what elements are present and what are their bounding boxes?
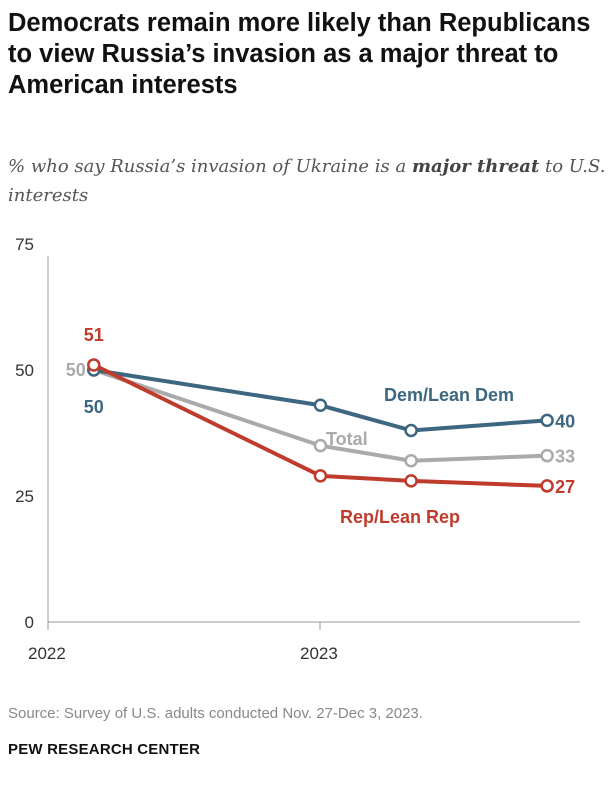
chart-subtitle: % who say Russia’s invasion of Ukraine i… (8, 152, 608, 210)
y-tick-label: 50 (15, 361, 34, 380)
x-tick-label: 2023 (300, 644, 338, 663)
data-label-first: 50 (84, 397, 104, 417)
data-point (87, 358, 101, 372)
data-label-last: 33 (555, 447, 575, 467)
y-tick-label: 75 (15, 235, 34, 254)
data-label-last: 27 (555, 477, 575, 497)
source-note: Source: Survey of U.S. adults conducted … (8, 705, 423, 722)
y-tick-label: 0 (25, 613, 34, 632)
data-point (540, 479, 554, 493)
series-label-rep: Rep/Lean Rep (340, 507, 460, 527)
series-line-1 (93, 368, 548, 463)
series-line-0 (93, 368, 548, 433)
data-point (313, 469, 328, 483)
data-point (313, 438, 328, 453)
data-point (313, 398, 328, 413)
data-label-first: 51 (84, 325, 104, 345)
brand-logo: PEW RESEARCH CENTER (8, 741, 201, 758)
subtitle-emphasis: major threat (411, 156, 540, 177)
series-label-total: Total (326, 429, 368, 449)
series-label-dem: Dem/Lean Dem (384, 385, 514, 405)
data-label-last: 40 (555, 411, 575, 431)
data-point (404, 474, 418, 488)
subtitle-text: % who say Russia’s invasion of Ukraine i… (8, 156, 412, 177)
data-point (540, 413, 554, 428)
y-tick-label: 25 (15, 487, 34, 506)
x-tick-label: 2022 (28, 644, 66, 663)
data-point (540, 448, 554, 463)
chart-title: Democrats remain more likely than Republ… (8, 9, 591, 99)
data-point (404, 453, 418, 468)
subtitle-text-end: to U.S. interests (8, 156, 606, 206)
data-label-first: 50 (66, 360, 86, 380)
data-point (404, 423, 418, 438)
series-line-2 (92, 363, 548, 488)
